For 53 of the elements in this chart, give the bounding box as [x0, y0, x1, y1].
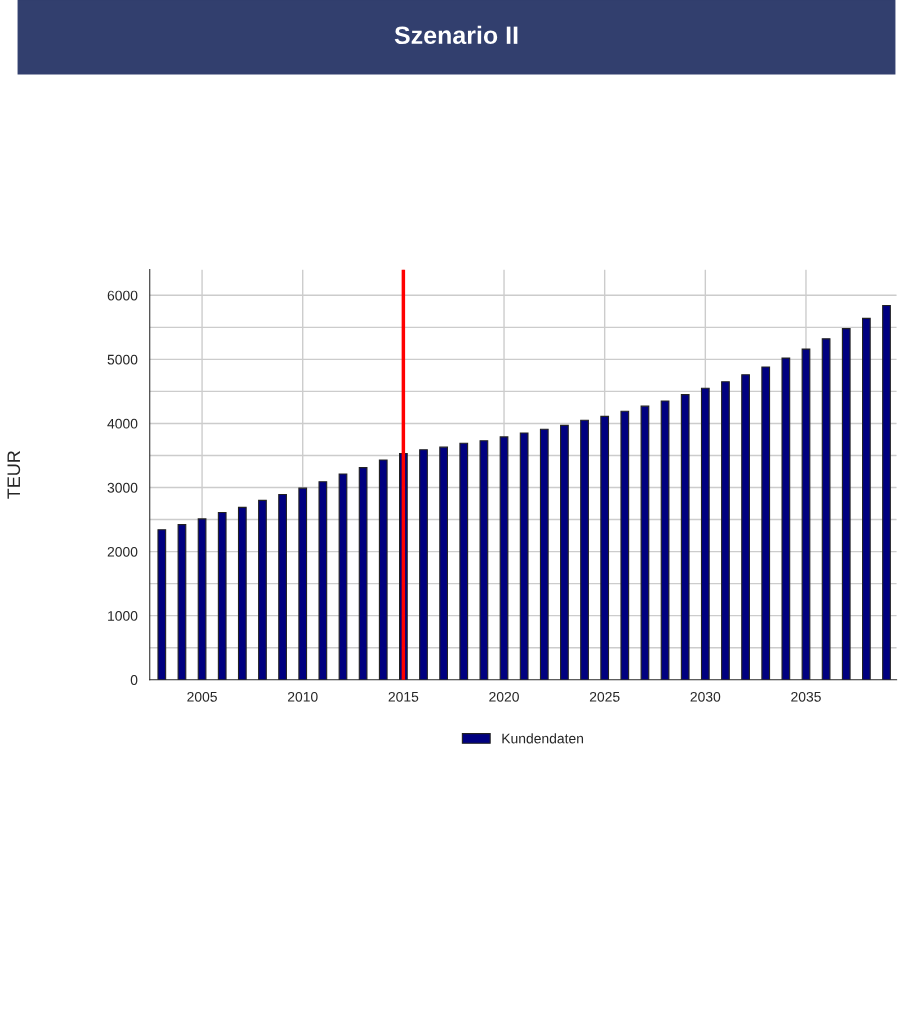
bar [439, 446, 449, 680]
y-tick-label: 2000 [107, 546, 138, 557]
bar [278, 494, 287, 680]
bar [157, 529, 167, 680]
bar [298, 487, 308, 680]
bar [358, 467, 368, 680]
y-tick-label: 1000 [108, 610, 138, 621]
y-tick-label: 0 [130, 675, 138, 685]
y-tick-label: 6000 [107, 290, 138, 301]
bar [781, 357, 791, 680]
x-tick-label: 2015 [388, 691, 419, 702]
bar [258, 499, 267, 680]
bar [801, 348, 811, 680]
bar [721, 381, 730, 680]
bar [378, 459, 388, 680]
bar [539, 428, 549, 680]
bar [560, 424, 569, 680]
x-tick-label: 2020 [489, 691, 519, 702]
bar [479, 440, 489, 680]
bar [237, 506, 247, 680]
bar [821, 338, 831, 680]
x-tick-label: 2035 [791, 691, 821, 702]
y-tick-label: 3000 [107, 482, 138, 493]
y-axis-title: TEUR [7, 450, 21, 499]
x-tick-label: 2030 [690, 691, 721, 702]
bar [499, 436, 509, 680]
x-tick-label: 2010 [287, 691, 318, 702]
bar [580, 419, 589, 680]
bar [338, 473, 348, 680]
bar [318, 481, 328, 680]
bar [217, 511, 227, 680]
x-tick-label: 2025 [589, 691, 620, 702]
bar [841, 328, 851, 680]
bar [620, 410, 630, 680]
x-tick-label: 2005 [187, 691, 217, 702]
y-tick-label: 5000 [107, 354, 138, 365]
bar [459, 442, 469, 680]
bar [600, 415, 610, 680]
bar [197, 518, 207, 680]
bar [861, 317, 871, 680]
bar [177, 524, 187, 680]
bar [882, 304, 891, 680]
legend-label: Kundendaten [502, 733, 584, 744]
chart-title: Szenario II [394, 25, 518, 45]
y-tick-label: 4000 [107, 418, 138, 429]
bar [741, 374, 750, 680]
bar [700, 387, 710, 680]
bar [660, 400, 670, 680]
bar [640, 405, 650, 680]
bar [519, 432, 529, 680]
bar [680, 394, 690, 680]
bar [761, 366, 771, 680]
bar [419, 449, 428, 680]
